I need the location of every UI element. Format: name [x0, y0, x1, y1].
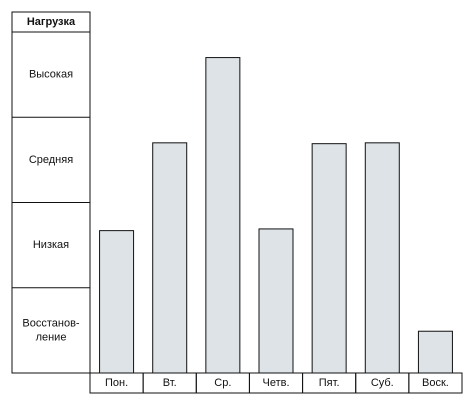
bar [205, 57, 241, 374]
bar [311, 143, 347, 374]
x-tick-label: Пон. [105, 377, 128, 389]
x-tick-label: Суб. [371, 377, 394, 389]
x-tick-label: Воск. [422, 377, 449, 389]
y-tick-label: Восстанов-ление [22, 317, 80, 343]
y-tick-label: Низкая [33, 239, 69, 251]
x-tick-label: Вт. [163, 377, 177, 389]
x-tick-label: Пят. [319, 377, 340, 389]
bar [364, 142, 400, 374]
bar [417, 330, 453, 374]
x-tick-label: Четв. [262, 377, 289, 389]
bar [99, 230, 135, 374]
x-tick-label: Ср. [214, 377, 231, 389]
y-tick-label: Средняя [29, 154, 73, 166]
y-axis-label: Нагрузка [27, 16, 76, 28]
bar [152, 142, 188, 374]
y-tick-label: Высокая [29, 69, 73, 81]
bar [258, 228, 294, 374]
